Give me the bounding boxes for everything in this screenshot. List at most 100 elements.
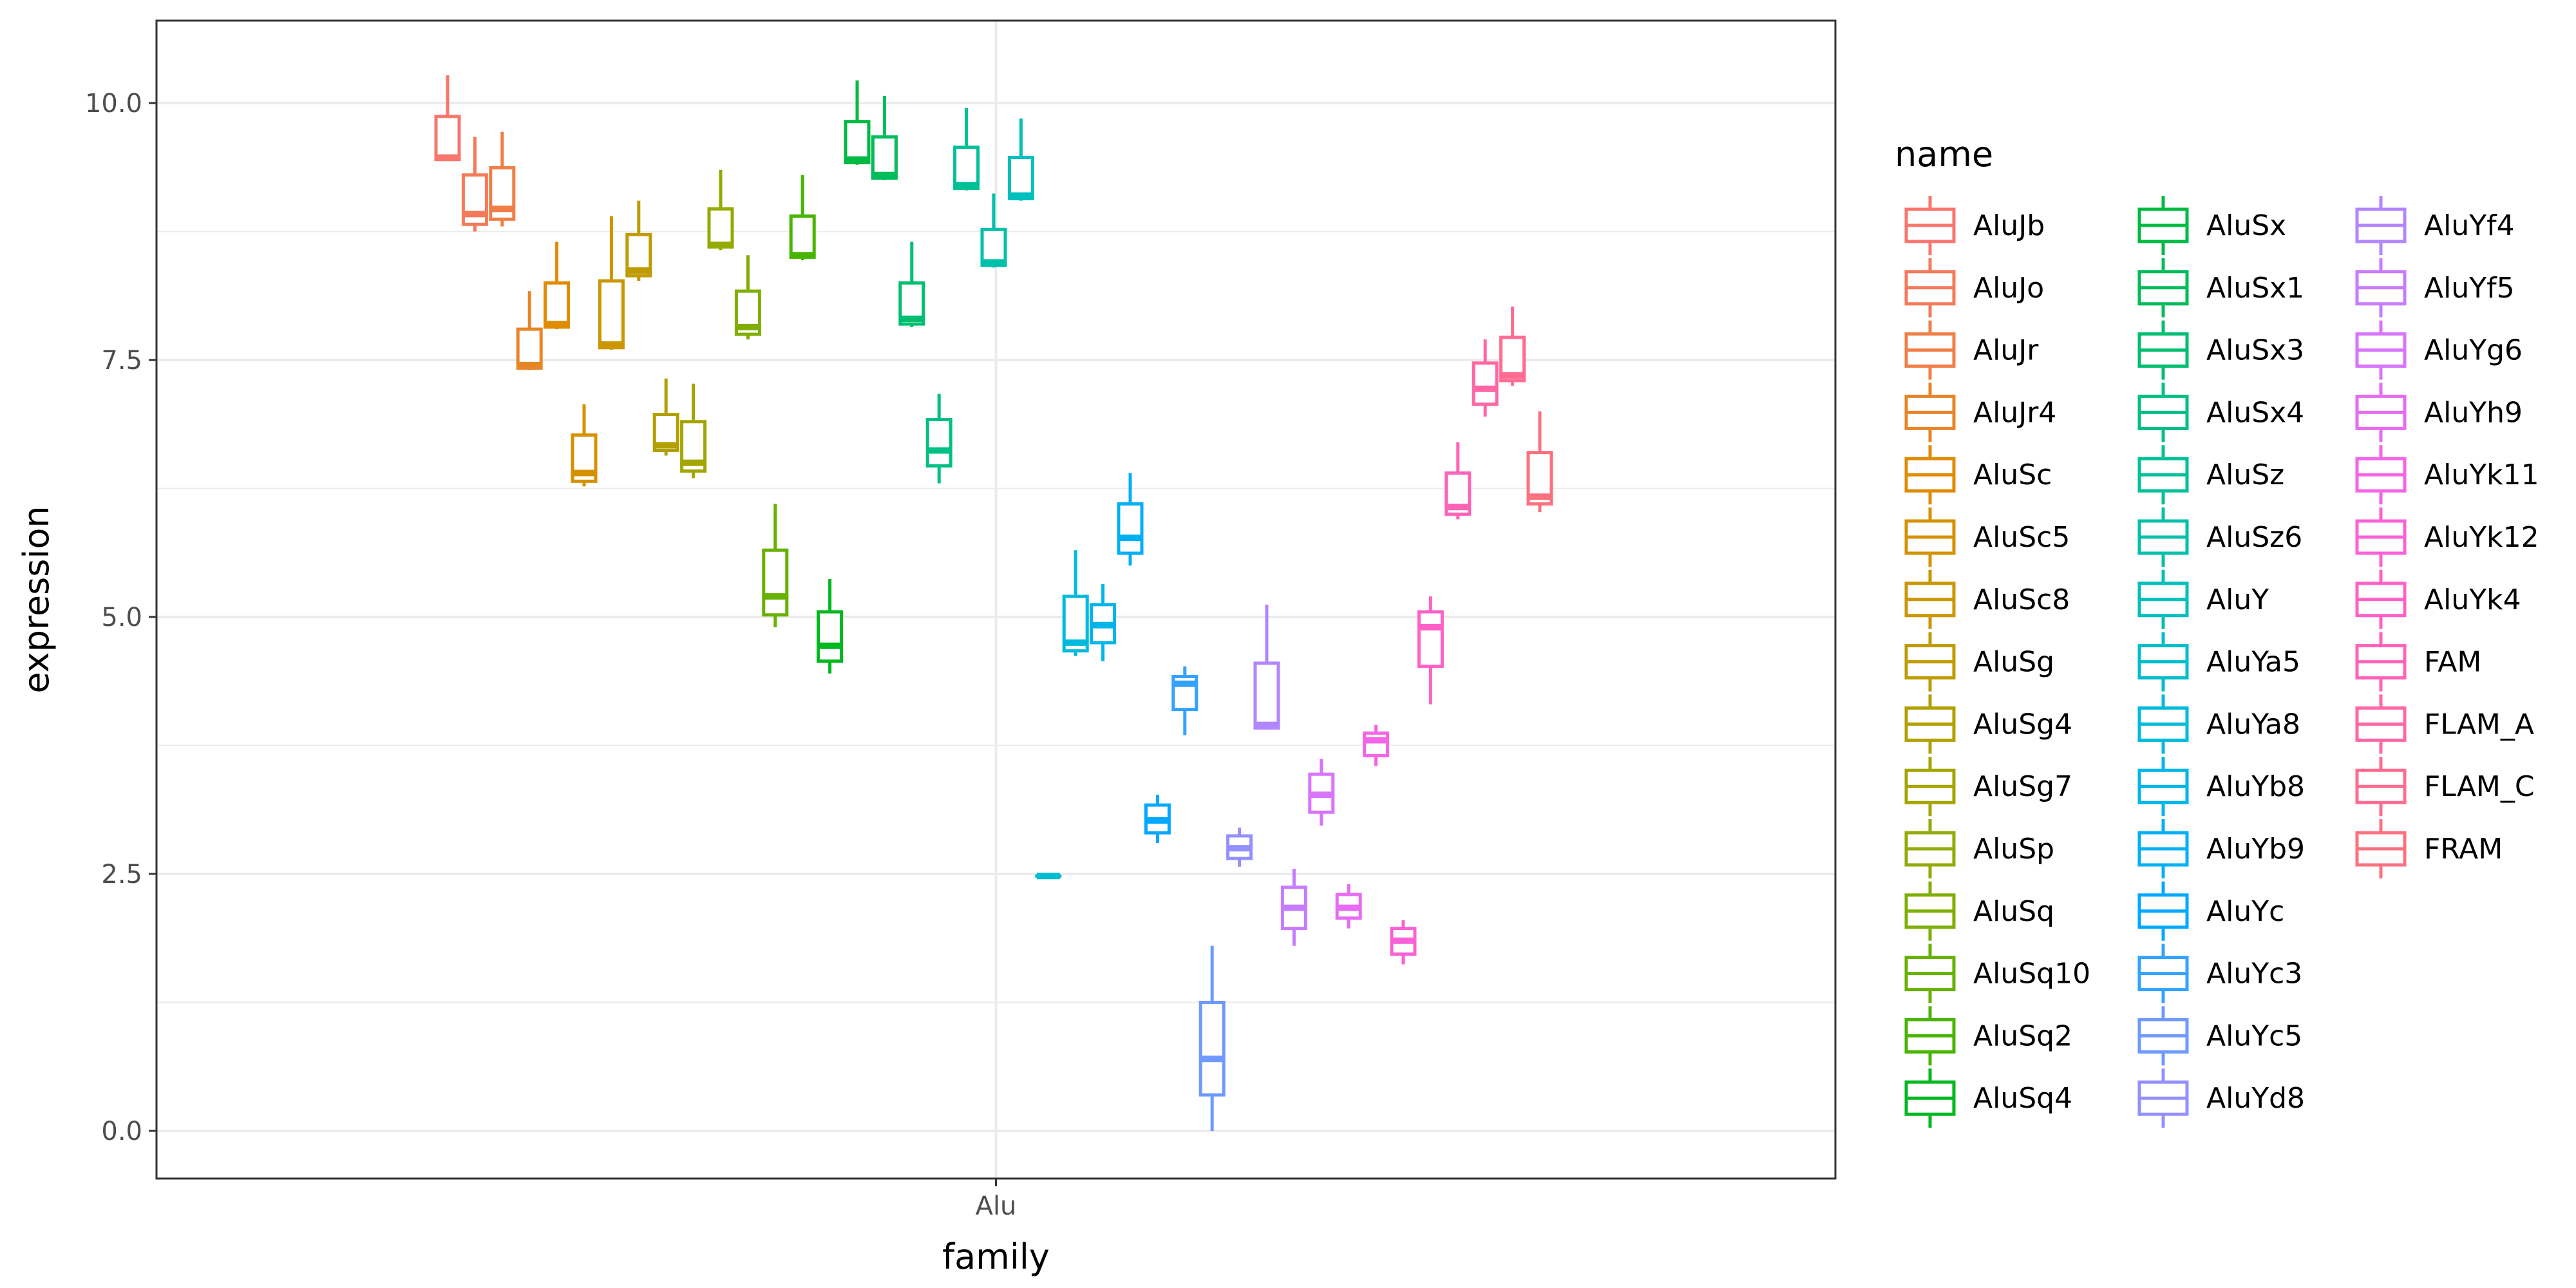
box-alujo [461,137,488,232]
box-iqr [434,115,461,162]
box-iqr [1007,156,1034,200]
legend-label: AluYh9 [2424,396,2523,429]
legend-label: AluSx1 [2206,272,2304,305]
box-alujr4 [516,291,543,370]
legend-item-alusc: AluSc [1904,445,2052,505]
box-alusx1 [871,95,898,180]
legend-item-aluya8: AluYa8 [2137,694,2300,754]
box-alusx [844,80,871,165]
box-iqr [1363,731,1390,757]
y-tick-label: 5.0 [101,603,142,632]
box-alusq2 [789,175,816,261]
legend-label: FRAM [2424,833,2503,866]
box-aluyg6 [1308,759,1335,826]
legend-item-aluyk11: AluYk11 [2355,445,2539,505]
legend-label: AluJo [1973,272,2044,305]
box-fram [1526,411,1553,513]
box-iqr [925,418,952,468]
box-aluyk11 [1363,724,1390,766]
legend-label: FLAM_A [2424,708,2534,741]
legend-label: AluSx4 [2206,396,2304,429]
box-aluyk12 [1390,920,1417,965]
legend-item-aluyd8: AluYd8 [2137,1068,2305,1128]
legend-label: AluSc5 [1973,521,2070,554]
box-fam [1444,442,1472,520]
legend-label: AluSx3 [2206,334,2304,367]
legend-item-alusg: AluSg [1904,632,2054,692]
legend-item-flam-c: FLAM_C [2355,757,2535,817]
box-aluyh9 [1335,884,1362,929]
legend-label: AluSx [2206,209,2286,242]
box-alusg7 [680,383,707,478]
legend-label: AluYg6 [2424,334,2523,367]
legend-item-alusz6: AluSz6 [2137,507,2302,567]
legend-item-aluyc: AluYc [2137,881,2284,941]
y-tick-label: 7.5 [101,346,142,375]
legend-item-alusq2: AluSq2 [1904,1006,2072,1066]
legend-item-fam: FAM [2355,632,2481,692]
box-flam-c [1499,307,1526,386]
legend-label: AluJr4 [1973,396,2056,429]
legend-item-aluyk12: AluYk12 [2355,507,2539,567]
legend-label: AluYk12 [2424,521,2539,554]
box-iqr [1198,1001,1226,1097]
legend-label: AluYc [2206,895,2284,928]
legend-label: AluSg4 [1973,708,2072,741]
legend-label: AluYa8 [2206,708,2300,741]
box-alusc5 [571,404,598,487]
box-alusg [625,200,652,281]
y-tick-label: 10.0 [85,89,142,118]
box-aluyc5 [1198,945,1226,1131]
box-alusx3 [898,242,925,327]
y-axis-title: expression [16,506,57,693]
legend-item-alujb: AluJb [1904,196,2045,255]
plot-panel [156,21,1835,1179]
legend-label: AluYf5 [2424,272,2515,305]
x-axis-title: family [942,1236,1050,1277]
box-aluy [1007,118,1034,201]
legend-item-alusq10: AluSq10 [1904,943,2090,1003]
legend-label: AluSq [1973,895,2054,928]
box-alusp [707,169,734,251]
legend-label: AluSq10 [1973,958,2090,990]
box-layer [434,75,1553,1131]
legend-item-alusc8: AluSc8 [1904,569,2070,629]
box-iqr [1117,502,1144,555]
legend-item-alusc5: AluSc5 [1904,507,2070,567]
box-iqr [598,279,625,350]
box-alusz [953,108,980,191]
box-aluyf4 [1253,604,1280,730]
legend-item-flam-a: FLAM_A [2355,694,2534,754]
legend-label: AluSz6 [2206,521,2302,554]
legend-item-alusx3: AluSx3 [2137,320,2304,380]
box-iqr [1472,361,1499,406]
box-aluyb8 [1090,583,1117,661]
legend-item-alusq4: AluSq4 [1904,1068,2072,1128]
box-alujb [434,75,461,162]
legend-item-alusp: AluSp [1904,819,2054,878]
legend-item-alusq: AluSq [1904,881,2054,941]
legend-item-alusx: AluSx [2137,196,2286,255]
box-iqr [707,207,734,249]
legend-label: AluSq2 [1973,1019,2072,1052]
legend-label: AluYb9 [2206,833,2305,866]
box-iqr [789,214,816,259]
legend-item-aluyh9: AluYh9 [2355,383,2523,442]
box-iqr [762,548,789,617]
legend-label: AluYb8 [2206,770,2305,803]
legend-label: AluYc5 [2206,1019,2302,1052]
legend-label: AluSc [1973,459,2052,491]
box-iqr [817,610,844,663]
box-aluyc3 [1171,666,1198,735]
legend-item-aluyg6: AluYg6 [2355,320,2523,380]
box-aluya8 [1062,550,1089,656]
box-alusc [544,242,571,330]
box-aluyc [1144,795,1171,844]
box-aluyf5 [1280,869,1307,946]
axes: family expression 0.0 2.5 5.0 7.5 10.0 Alu [16,89,1050,1277]
box-flam-a [1472,339,1499,417]
legend-item-aluyf5: AluYf5 [2355,258,2515,317]
legend-item-aluyb9: AluYb9 [2137,819,2305,878]
y-tick-label: 2.5 [101,860,142,889]
box-iqr [871,135,898,180]
